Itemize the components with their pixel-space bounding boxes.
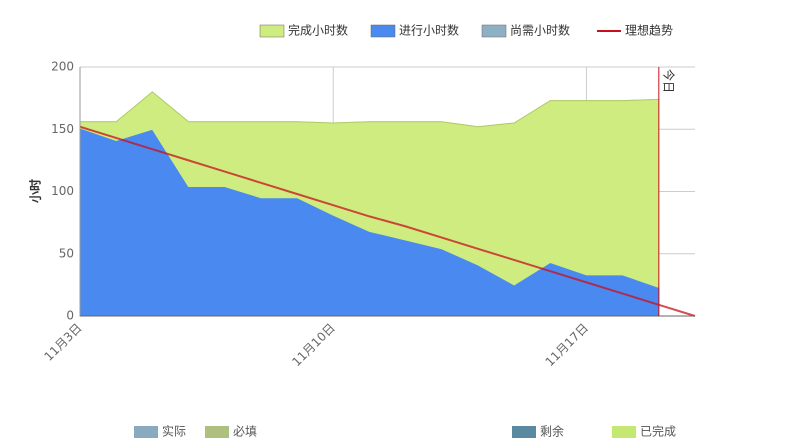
legend-swatch <box>481 24 507 38</box>
legend-label: 进行小时数 <box>399 23 459 38</box>
legend-label: 尚需小时数 <box>510 23 570 38</box>
legend-label: 理想趋势 <box>625 23 673 38</box>
y-axis-label: 小时 <box>28 179 43 203</box>
legend-swatch <box>205 426 229 438</box>
legend-label: 已完成 <box>640 424 676 439</box>
legend-swatch <box>370 24 396 38</box>
y-tick-label: 50 <box>59 246 74 260</box>
x-tick-label: 11月17日 <box>543 321 591 369</box>
x-tick-label: 11月3日 <box>42 321 85 364</box>
area-edge <box>80 91 659 128</box>
y-tick-label: 150 <box>51 122 74 136</box>
y-tick-label: 0 <box>66 309 74 323</box>
legend-swatch <box>612 426 636 438</box>
legend-swatch <box>134 426 158 438</box>
legend-label: 实际 <box>162 424 186 439</box>
today-label: 今日 <box>661 69 676 93</box>
legend-swatch <box>259 24 285 38</box>
legend-swatch <box>512 426 536 438</box>
x-tick-label: 11月10日 <box>289 321 337 369</box>
legend-label: 完成小时数 <box>288 23 348 38</box>
line <box>79 125 696 317</box>
legend-label: 剩余 <box>540 424 564 439</box>
legend-label: 必填 <box>233 425 257 439</box>
y-tick-label: 100 <box>51 184 74 198</box>
y-tick-label: 200 <box>51 60 74 74</box>
